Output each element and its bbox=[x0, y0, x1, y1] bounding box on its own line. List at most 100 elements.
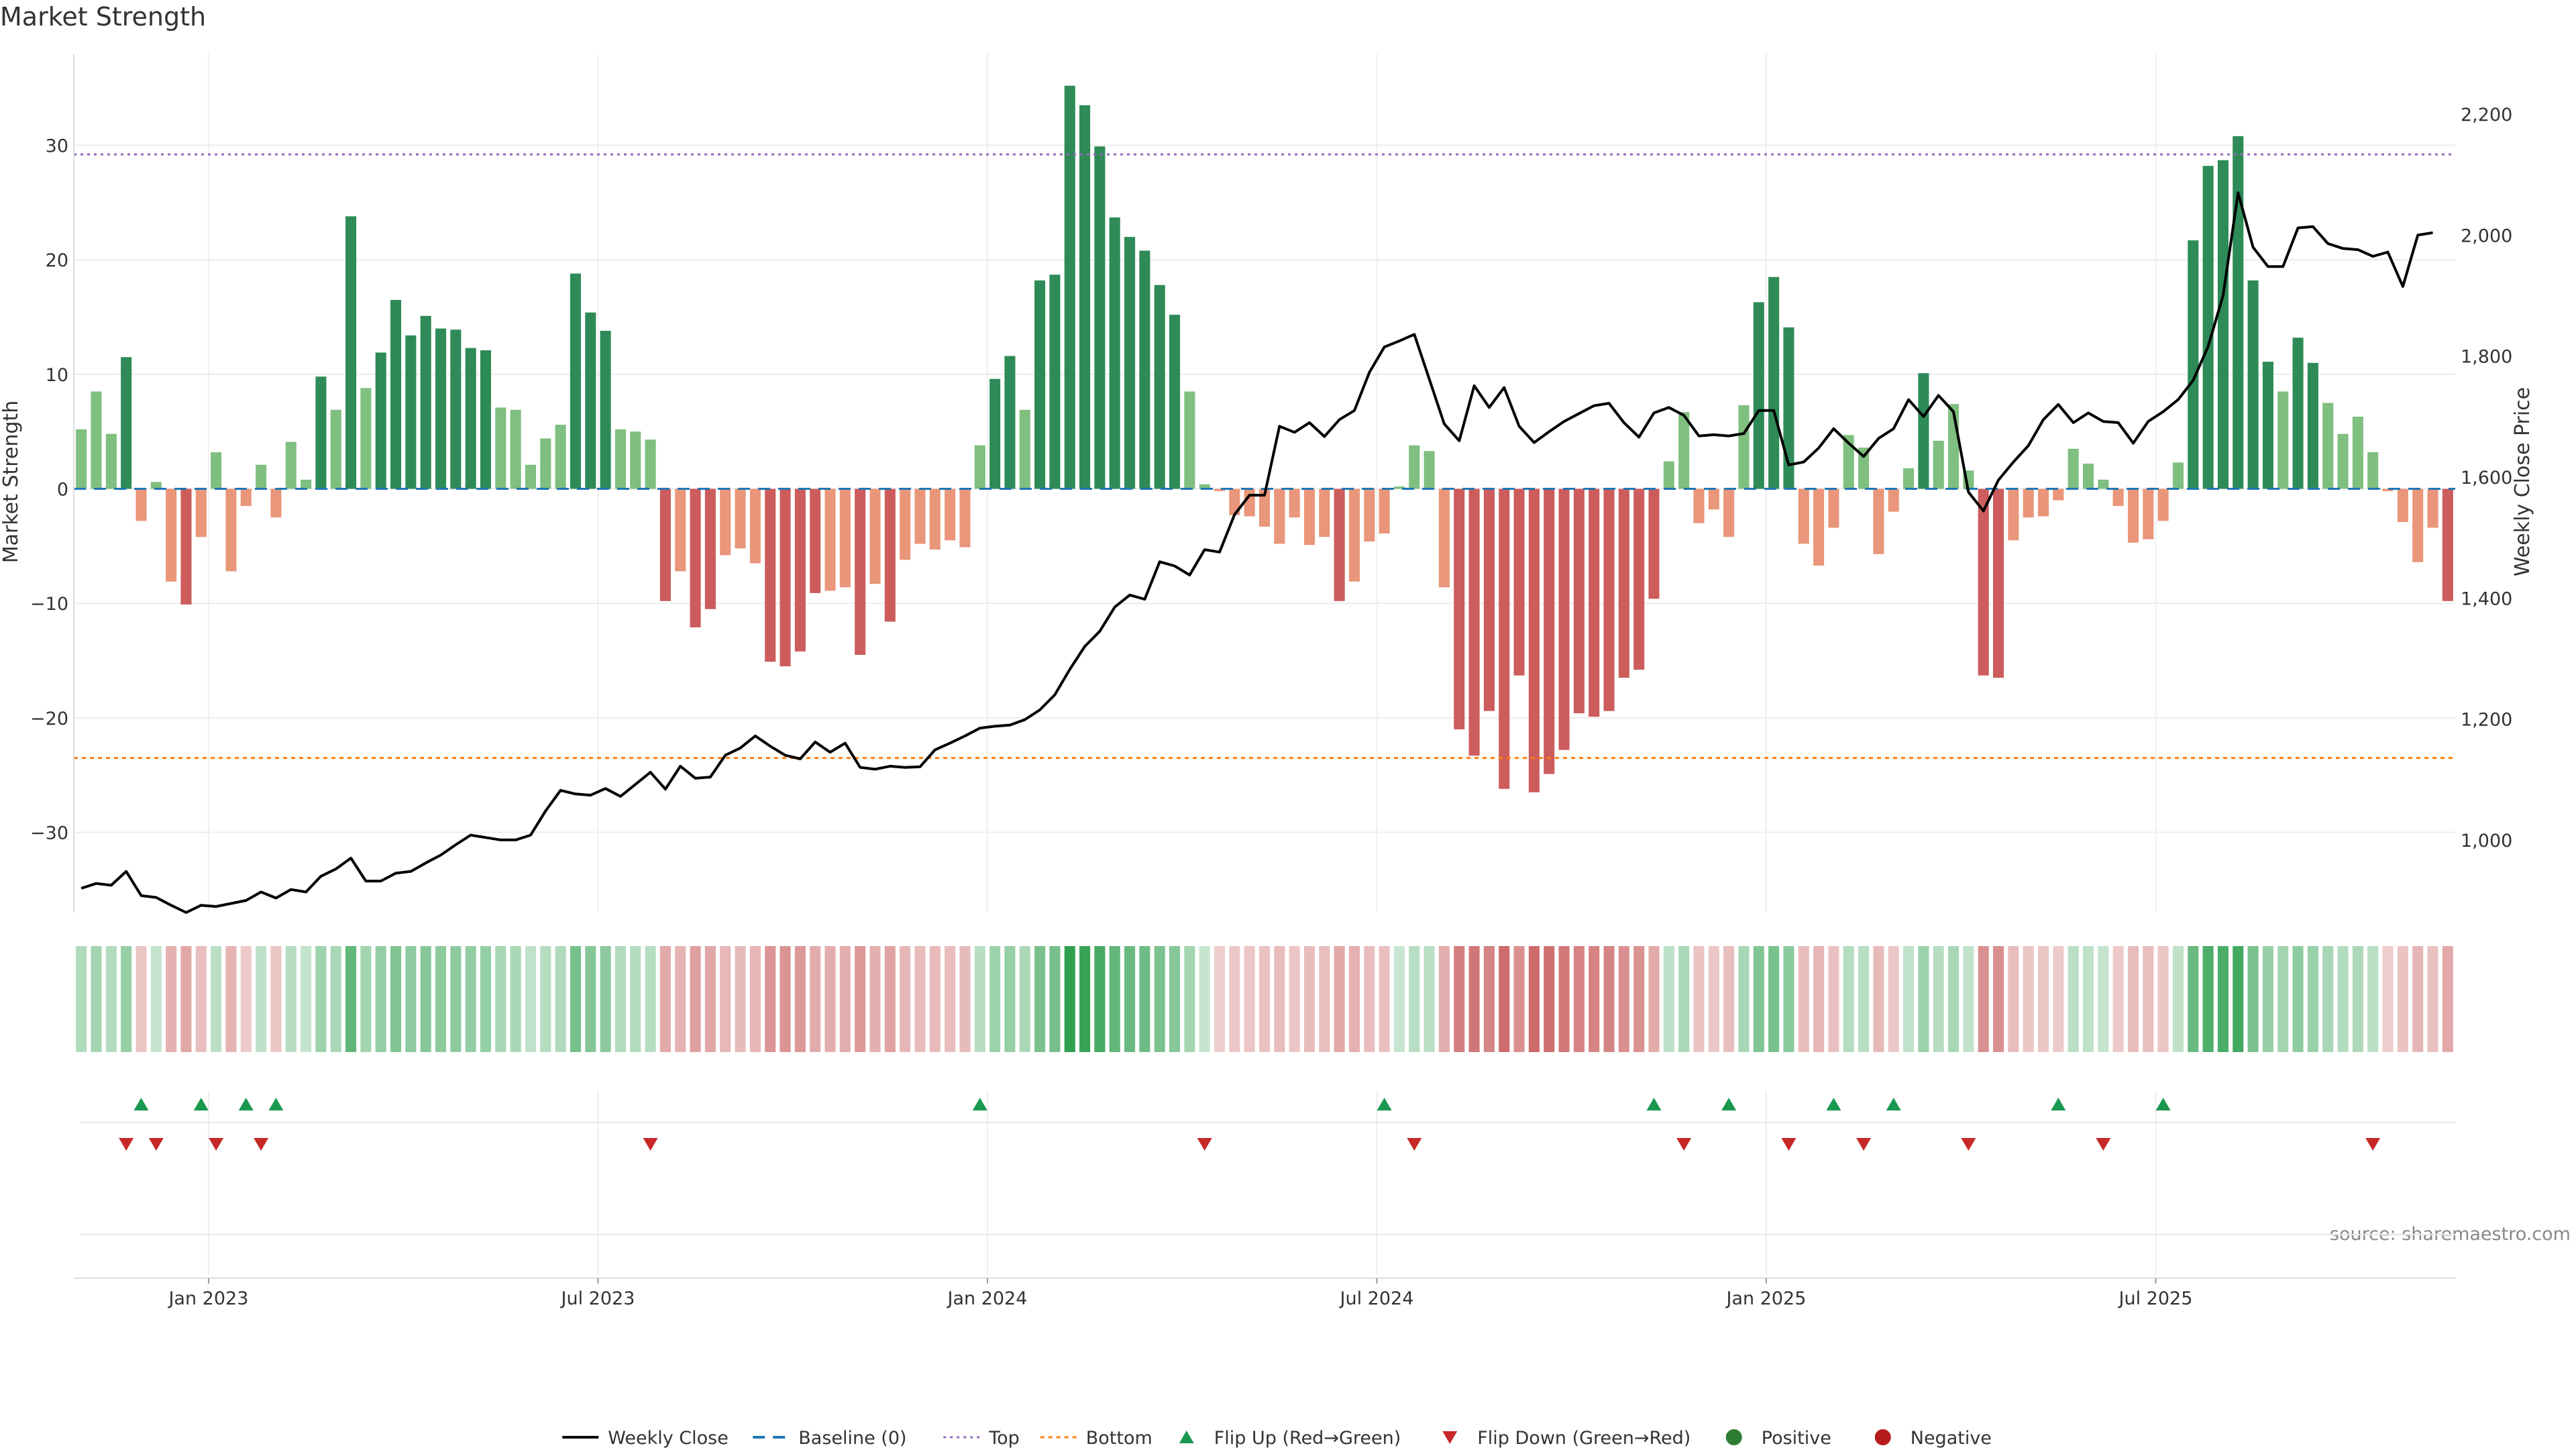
strip-cell bbox=[1214, 946, 1226, 1052]
strip-cell bbox=[240, 946, 252, 1052]
strength-bar bbox=[824, 488, 836, 591]
strength-bar bbox=[1244, 488, 1255, 517]
strength-bar bbox=[1079, 105, 1091, 489]
strength-bar bbox=[2068, 448, 2079, 489]
axes: −30 −20 −10 0 10 20 30 1,000 1,200 1,400 1,600 1,80… bbox=[30, 54, 2512, 1309]
strip-cell bbox=[1393, 946, 1405, 1052]
strip-cell bbox=[345, 946, 357, 1052]
strip-cell bbox=[1438, 946, 1450, 1052]
strip-cell bbox=[1603, 946, 1615, 1052]
strength-bar bbox=[1589, 488, 1600, 717]
legend-item: Bottom bbox=[1040, 1428, 1152, 1449]
strip-cell bbox=[2053, 946, 2064, 1052]
strength-bar bbox=[420, 315, 431, 489]
strength-bar bbox=[2157, 488, 2169, 521]
strip-cell bbox=[1019, 946, 1030, 1052]
strip-cell bbox=[2188, 946, 2199, 1052]
flip-down-marker bbox=[119, 1138, 134, 1151]
flip-down-marker bbox=[209, 1138, 224, 1151]
strength-bar bbox=[405, 335, 417, 489]
strip-cell bbox=[1858, 946, 1870, 1052]
strength-bar bbox=[345, 216, 357, 489]
legend-swatch bbox=[1874, 1429, 1891, 1445]
strip-cell bbox=[900, 946, 911, 1052]
strip-cell bbox=[1903, 946, 1915, 1052]
strip-cell bbox=[1768, 946, 1780, 1052]
strength-bar bbox=[720, 488, 731, 556]
strength-bar bbox=[1364, 488, 1375, 542]
strip-cell bbox=[195, 946, 207, 1052]
strip-cell bbox=[1693, 946, 1705, 1052]
y-tick-label-right: 1,200 bbox=[2461, 710, 2512, 731]
legend-label: Negative bbox=[1911, 1428, 1992, 1449]
flip-down-marker bbox=[2365, 1138, 2381, 1151]
strength-bar bbox=[630, 431, 641, 489]
strip-cell bbox=[720, 946, 731, 1052]
strength-bar bbox=[1258, 488, 1271, 527]
strip-cell bbox=[121, 946, 132, 1052]
flip-down-marker bbox=[1407, 1138, 1422, 1151]
flip-up-marker bbox=[193, 1098, 209, 1110]
strip-cell bbox=[1573, 946, 1585, 1052]
strength-bar bbox=[2172, 462, 2184, 489]
strip-cell bbox=[555, 946, 566, 1052]
strip-cell bbox=[2082, 946, 2094, 1052]
strength-bar bbox=[690, 488, 701, 628]
strength-bar bbox=[645, 439, 656, 489]
y-tick-label-right: 1,400 bbox=[2461, 588, 2512, 609]
strip-cell bbox=[1064, 946, 1075, 1052]
strip-cell bbox=[2068, 946, 2079, 1052]
strip-cell bbox=[600, 946, 611, 1052]
strength-bar bbox=[1094, 146, 1106, 489]
strength-bar bbox=[1303, 488, 1316, 546]
strip-cell bbox=[1258, 946, 1271, 1052]
strip-cell bbox=[465, 946, 476, 1052]
strip-cell bbox=[1813, 946, 1825, 1052]
x-tick-label: Jan 2025 bbox=[1725, 1288, 1806, 1309]
strip-cell bbox=[2023, 946, 2034, 1052]
strength-bar bbox=[166, 488, 177, 582]
strength-bar bbox=[2337, 433, 2349, 489]
y-axis-label-right: Weekly Close Price bbox=[2511, 387, 2534, 576]
strip-cell bbox=[136, 946, 147, 1052]
strip-cell bbox=[390, 946, 402, 1052]
strip-cell bbox=[301, 946, 312, 1052]
legend-label: Baseline (0) bbox=[798, 1428, 906, 1449]
strip-cell bbox=[1678, 946, 1690, 1052]
legend-label: Flip Down (Green→Red) bbox=[1477, 1428, 1690, 1449]
strip-cell bbox=[780, 946, 791, 1052]
strength-bar bbox=[1558, 488, 1570, 750]
strength-bar bbox=[2412, 488, 2424, 562]
strip-cell bbox=[525, 946, 537, 1052]
strip-cell bbox=[659, 946, 671, 1052]
y-tick-label-left: −10 bbox=[30, 594, 68, 615]
strength-bar bbox=[2247, 280, 2259, 489]
flip-up-marker bbox=[1886, 1098, 1901, 1110]
strength-bar bbox=[2037, 488, 2049, 517]
strip-cell bbox=[1424, 946, 1435, 1052]
strip-cell bbox=[2247, 946, 2259, 1052]
y-tick-label-left: −20 bbox=[30, 709, 68, 729]
strength-bar bbox=[1409, 445, 1420, 489]
strip-cell bbox=[690, 946, 701, 1052]
strength-bar bbox=[1064, 85, 1075, 489]
strength-bar bbox=[2143, 488, 2154, 539]
strip-cell bbox=[570, 946, 581, 1052]
strip-cell bbox=[869, 946, 881, 1052]
strip-cell bbox=[1499, 946, 1510, 1052]
strength-bar bbox=[1798, 488, 1809, 544]
flip-down-marker bbox=[1961, 1138, 1976, 1151]
strip-cell bbox=[1229, 946, 1240, 1052]
strip-cell bbox=[2143, 946, 2154, 1052]
flip-down-marker bbox=[2096, 1138, 2111, 1151]
legend-item: Flip Up (Red→Green) bbox=[1179, 1428, 1401, 1449]
legend-swatch bbox=[1442, 1431, 1458, 1444]
x-tick-label: Jan 2024 bbox=[946, 1288, 1027, 1309]
strength-bar bbox=[959, 488, 971, 548]
legend-swatch bbox=[1725, 1429, 1742, 1445]
x-tick-label: Jul 2025 bbox=[2118, 1288, 2193, 1309]
strip-cell bbox=[2292, 946, 2304, 1052]
strip-cell bbox=[675, 946, 686, 1052]
strip-cell bbox=[211, 946, 222, 1052]
strength-bar bbox=[195, 488, 207, 537]
